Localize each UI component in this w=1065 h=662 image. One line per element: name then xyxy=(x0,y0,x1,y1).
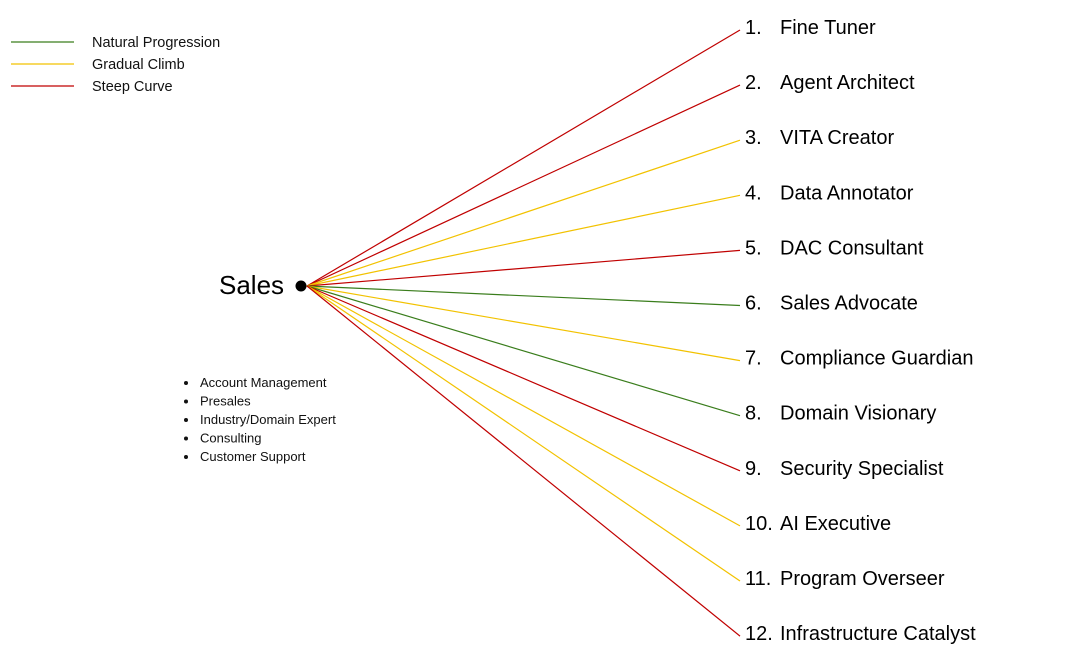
source-sub-items: Account Management Presales Industry/Domai… xyxy=(184,375,336,464)
connector-line xyxy=(306,249,741,287)
role-name: Program Overseer xyxy=(780,568,945,590)
role-name: Agent Architect xyxy=(780,72,915,94)
sub-item: Customer Support xyxy=(184,449,306,464)
role-name: Domain Visionary xyxy=(780,403,936,425)
sub-item-label: Customer Support xyxy=(200,449,306,464)
role-item: 2. Agent Architect xyxy=(745,72,915,94)
role-number: 8. xyxy=(745,403,762,425)
bullet-icon xyxy=(184,381,188,385)
role-item: 7. Compliance Guardian xyxy=(745,348,973,370)
connector-line xyxy=(306,285,741,582)
connector-line xyxy=(306,29,741,287)
connector-lines xyxy=(306,29,741,637)
sub-item-label: Industry/Domain Expert xyxy=(200,412,336,427)
role-number: 5. xyxy=(745,237,762,259)
legend-item: Gradual Climb xyxy=(11,57,185,73)
legend-label: Gradual Climb xyxy=(92,57,185,73)
role-item: 8. Domain Visionary xyxy=(745,403,936,425)
role-item: 1. Fine Tuner xyxy=(745,17,876,39)
role-name: DAC Consultant xyxy=(780,237,924,259)
role-item: 11. Program Overseer xyxy=(745,568,945,590)
role-item: 6. Sales Advocate xyxy=(745,293,918,315)
role-number: 4. xyxy=(745,182,762,204)
legend-item: Natural Progression xyxy=(11,35,220,51)
connector-line xyxy=(306,84,741,287)
sub-item: Consulting xyxy=(184,431,261,446)
role-name: Sales Advocate xyxy=(780,293,918,315)
source-dot xyxy=(295,280,307,292)
role-item: 3. VITA Creator xyxy=(745,127,894,149)
role-number: 3. xyxy=(745,127,762,149)
legend-item: Steep Curve xyxy=(11,79,173,95)
role-list: 1. Fine Tuner 2. Agent Architect 3. VITA Crea… xyxy=(745,17,976,645)
role-item: 12. Infrastructure Catalyst xyxy=(745,623,976,645)
role-name: Compliance Guardian xyxy=(780,348,973,370)
legend-label: Natural Progression xyxy=(92,35,220,51)
role-number: 2. xyxy=(745,72,762,94)
bullet-icon xyxy=(184,436,188,441)
role-item: 10. AI Executive xyxy=(745,513,891,535)
legend: Natural Progression Gradual Climb Steep Cu… xyxy=(11,35,220,95)
bullet-icon xyxy=(184,418,188,422)
role-number: 12. xyxy=(745,623,773,645)
connector-line xyxy=(306,285,741,417)
source-node: Sales Account Management Presales Industry… xyxy=(184,270,336,464)
role-number: 7. xyxy=(745,348,762,370)
sub-item: Industry/Domain Expert xyxy=(184,412,336,427)
sub-item-label: Account Management xyxy=(200,375,327,390)
connector-line xyxy=(306,285,741,307)
role-name: Security Specialist xyxy=(780,458,944,480)
role-item: 5. DAC Consultant xyxy=(745,237,924,259)
source-label: Sales xyxy=(219,270,284,300)
role-name: VITA Creator xyxy=(780,127,894,149)
legend-label: Steep Curve xyxy=(92,79,173,95)
role-number: 10. xyxy=(745,513,773,535)
connector-line xyxy=(306,139,741,287)
sub-item-label: Presales xyxy=(200,394,251,409)
sub-item-label: Consulting xyxy=(200,431,261,446)
bullet-icon xyxy=(184,455,188,459)
connector-line xyxy=(306,285,741,472)
role-name: AI Executive xyxy=(780,513,891,535)
role-item: 4. Data Annotator xyxy=(745,182,914,204)
role-name: Infrastructure Catalyst xyxy=(780,623,976,645)
role-name: Data Annotator xyxy=(780,182,914,204)
role-number: 1. xyxy=(745,17,762,39)
connector-line xyxy=(306,285,741,637)
role-number: 9. xyxy=(745,458,762,480)
sub-item: Presales xyxy=(184,394,251,409)
connector-line xyxy=(306,194,741,287)
role-item: 9. Security Specialist xyxy=(745,458,944,480)
bullet-icon xyxy=(184,399,188,404)
connector-line xyxy=(306,285,741,362)
sub-item: Account Management xyxy=(184,375,327,390)
role-number: 6. xyxy=(745,293,762,315)
role-name: Fine Tuner xyxy=(780,17,876,39)
role-number: 11. xyxy=(745,568,771,590)
connector-line xyxy=(306,285,741,527)
